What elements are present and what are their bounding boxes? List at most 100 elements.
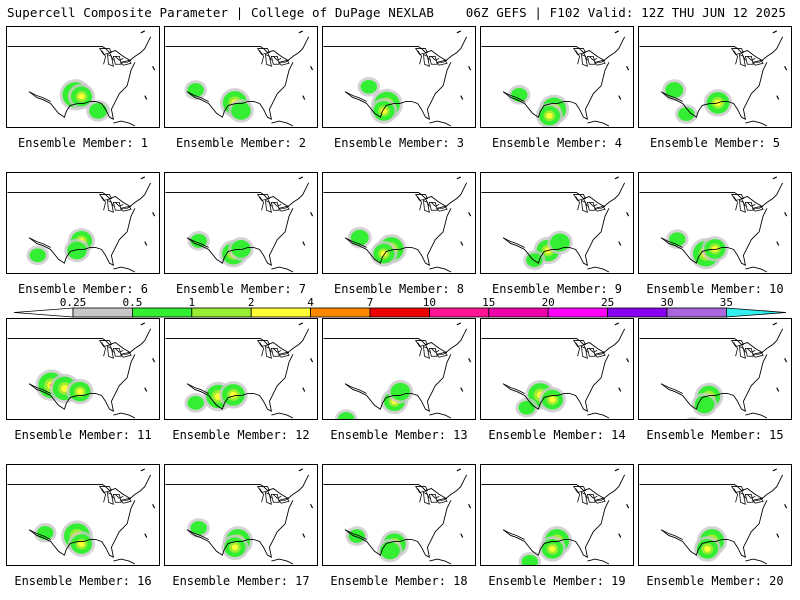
cuba-coast [271, 120, 294, 127]
great-lake [112, 494, 122, 503]
colorbar-min-arrow [13, 307, 74, 318]
ensemble-member-label: Ensemble Member: 1 [17, 136, 149, 150]
great-lake [98, 48, 113, 55]
ensemble-member-label: Ensemble Member: 11 [14, 428, 152, 442]
lake-shore [259, 488, 290, 503]
colorbar-segment [369, 307, 430, 318]
island [144, 241, 148, 246]
great-lake [730, 194, 745, 201]
colorbar-tick-label: 25 [601, 296, 614, 309]
colorbar-segment [131, 307, 193, 318]
scp-field-high [704, 545, 711, 552]
great-lake [581, 345, 588, 359]
great-lake [730, 340, 745, 347]
cuba-coast [429, 412, 452, 419]
scp-field-low [348, 529, 365, 543]
cuba-coast [745, 412, 768, 419]
scp-field-low [231, 240, 251, 258]
island [302, 387, 306, 392]
ensemble-member-label: Ensemble Member: 20 [646, 574, 784, 588]
great-lake [265, 491, 272, 505]
island [614, 322, 620, 326]
cuba-coast [587, 120, 610, 127]
scp-field-low [518, 400, 536, 415]
cuba-coast [113, 120, 136, 127]
ensemble-member-label: Ensemble Member: 14 [488, 428, 626, 442]
cuba-coast [587, 558, 610, 565]
scp-field-low [350, 229, 369, 246]
island [626, 65, 630, 71]
great-lake [428, 56, 438, 65]
country-border [323, 484, 419, 540]
ensemble-map-panel [164, 318, 318, 420]
island [618, 533, 622, 538]
great-lake [744, 202, 754, 211]
ensemble-map-panel [322, 172, 476, 274]
great-lake [423, 491, 430, 505]
colorbar-tick-label: 15 [482, 296, 495, 309]
lake-shore [101, 342, 132, 357]
us-map [7, 322, 156, 419]
island [772, 30, 778, 34]
colorbar-segment [191, 307, 252, 318]
island [776, 95, 780, 100]
ensemble-member-label: Ensemble Member: 2 [175, 136, 307, 150]
us-map [323, 322, 472, 419]
country-border [639, 484, 735, 540]
great-lake [739, 199, 746, 213]
lake-shore [417, 196, 448, 211]
country-border [323, 338, 419, 394]
ensemble-member-label: Ensemble Member: 8 [333, 282, 465, 296]
great-lake [428, 494, 438, 503]
us-map [481, 176, 630, 273]
ensemble-map-panel [322, 318, 476, 420]
scp-field-high [231, 544, 239, 551]
scp-field-low [190, 521, 207, 535]
us-map [639, 176, 788, 273]
ensemble-map-panel [638, 172, 792, 274]
lake-shore [733, 488, 764, 503]
great-lake [572, 340, 587, 347]
great-lake [572, 194, 587, 201]
country-border [481, 338, 577, 394]
ensemble-member-label: Ensemble Member: 13 [330, 428, 468, 442]
colorbar-tick-label: 7 [367, 296, 374, 309]
great-lake [586, 494, 596, 503]
island [468, 65, 472, 71]
great-lake [739, 345, 746, 359]
scp-field-low [360, 79, 378, 94]
scp-field-low [665, 82, 684, 98]
island [302, 95, 306, 100]
island [456, 30, 462, 34]
great-lake [739, 53, 746, 67]
island [456, 322, 462, 326]
scp-field-low [521, 554, 539, 565]
colorbar-segment [428, 307, 490, 318]
island [456, 176, 462, 180]
scp-field-high [78, 541, 85, 548]
island [784, 503, 788, 509]
island [784, 65, 788, 71]
scp-field-low [231, 102, 251, 120]
cuba-coast [429, 558, 452, 565]
great-lake [112, 56, 122, 65]
us-map [639, 468, 788, 565]
great-lake [414, 194, 429, 201]
us-map [481, 322, 630, 419]
country-border [165, 338, 261, 394]
island [776, 387, 780, 392]
island [302, 241, 306, 246]
great-lake [414, 340, 429, 347]
ensemble-map-panel [6, 172, 160, 274]
ensemble-map-panel [164, 172, 318, 274]
great-lake [414, 48, 429, 55]
ensemble-member-label: Ensemble Member: 5 [649, 136, 781, 150]
country-border [639, 338, 735, 394]
scp-field-low [380, 541, 400, 560]
cuba-coast [429, 266, 452, 273]
cuba-coast [587, 266, 610, 273]
country-border [323, 192, 419, 248]
scp-field-high [549, 545, 556, 552]
country-border [639, 46, 735, 102]
great-lake [581, 199, 588, 213]
